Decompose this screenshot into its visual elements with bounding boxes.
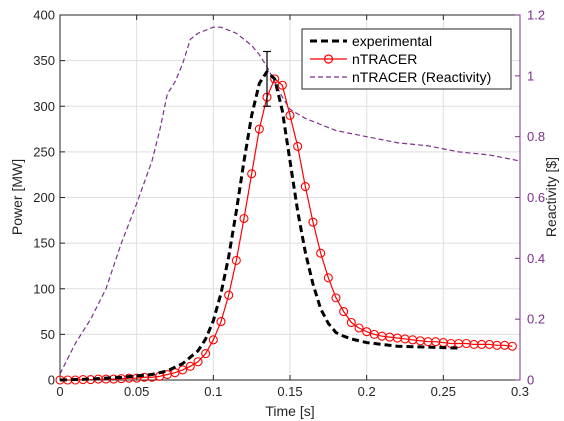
y-tick-label: 350	[33, 53, 55, 68]
x-tick-label: 0.05	[124, 384, 149, 399]
ntracer-marker	[331, 293, 341, 303]
y2-tick-label: 0.8	[527, 129, 545, 144]
y2-tick-label: 0.2	[527, 312, 545, 327]
y-axis-title: Power [MW]	[9, 159, 25, 235]
ntracer-marker	[254, 124, 264, 134]
ntracer-marker	[216, 317, 226, 327]
legend-label-experimental: experimental	[352, 33, 432, 49]
ntracer-marker	[507, 341, 517, 351]
y-tick-label: 300	[33, 99, 55, 114]
ntracer-marker	[247, 169, 257, 179]
ntracer-marker	[300, 182, 310, 192]
x-axis-title: Time [s]	[265, 403, 314, 419]
legend-label-reactivity: nTRACER (Reactivity)	[352, 69, 491, 85]
ntracer-marker	[178, 365, 188, 375]
x-tick-label: 0	[56, 384, 63, 399]
ntracer-marker	[362, 327, 372, 337]
series-line-ntracer	[60, 78, 513, 381]
ntracer-marker	[208, 335, 218, 345]
y-tick-label: 50	[41, 327, 55, 342]
legend-label-ntracer: nTRACER	[352, 51, 417, 67]
x-tick-label: 0.1	[204, 384, 222, 399]
series-layer	[55, 26, 521, 385]
x-tick-label: 0.15	[277, 384, 302, 399]
y-tick-label: 100	[33, 281, 55, 296]
series-line-reactivity	[59, 26, 521, 375]
ntracer-marker	[239, 213, 249, 224]
ntracer-marker	[339, 307, 349, 317]
y-tick-label: 150	[33, 236, 55, 251]
ntracer-marker	[293, 141, 303, 151]
ntracer-marker	[354, 323, 364, 333]
series-line-experimental	[59, 70, 459, 382]
ntracer-marker	[201, 348, 211, 359]
error-bar	[263, 50, 271, 107]
axis-ticks: 0 0.05 0.1 0.15 0.2 0.25 0.3050100150200250300…	[33, 8, 545, 400]
y2-tick-label: 0	[527, 373, 534, 388]
ntracer-marker	[277, 80, 287, 90]
y2-tick-label: 0.4	[527, 251, 545, 266]
y-tick-label: 200	[33, 190, 55, 205]
y-tick-label: 400	[33, 8, 55, 23]
ntracer-marker	[316, 248, 326, 258]
x-tick-label: 0.25	[431, 384, 456, 399]
ntracer-marker	[308, 217, 318, 227]
legend-marker-ntracer	[323, 54, 334, 64]
y2-tick-label: 1	[527, 68, 534, 83]
ntracer-marker	[193, 357, 203, 367]
y-tick-label: 250	[33, 144, 55, 159]
ntracer-marker	[270, 74, 280, 84]
ntracer-marker	[323, 273, 333, 283]
ntracer-marker	[346, 317, 356, 328]
ntracer-marker	[231, 255, 241, 266]
ntracer-marker	[185, 361, 195, 371]
y2-tick-label: 0.6	[527, 190, 545, 205]
y-tick-label: 0	[48, 373, 55, 388]
y2-tick-label: 1.2	[527, 8, 545, 23]
legend: experimental nTRACER nTRACER (Reactivity…	[301, 28, 512, 90]
y2-axis-title: Reactivity [$]	[543, 157, 559, 237]
ntracer-marker	[285, 110, 295, 120]
x-tick-label: 0.2	[358, 384, 376, 399]
x-tick-label: 0.3	[511, 384, 529, 399]
ntracer-marker	[224, 290, 234, 300]
